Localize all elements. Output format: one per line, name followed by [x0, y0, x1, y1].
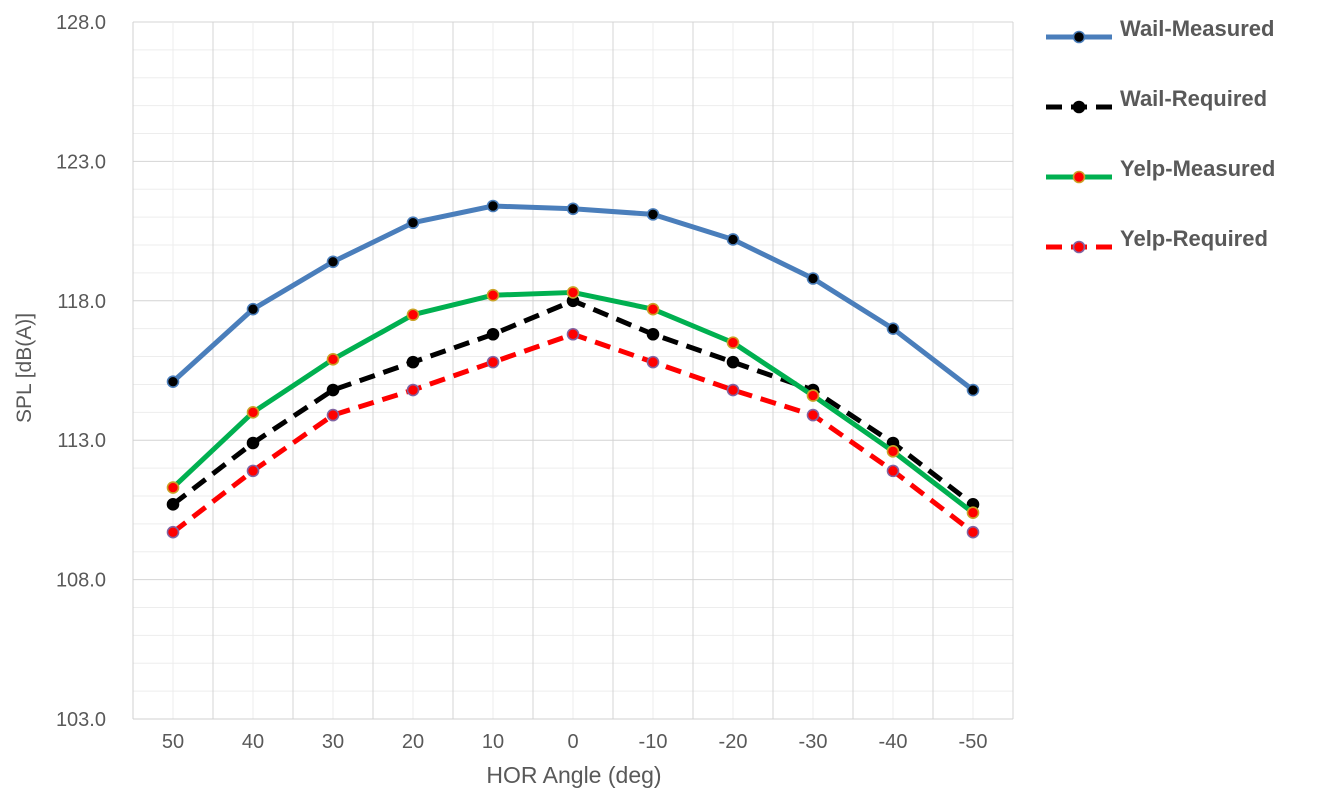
- y-tick-label: 123.0: [56, 151, 106, 173]
- x-tick-label: 0: [567, 731, 578, 753]
- legend-label: Yelp-Required: [1120, 226, 1268, 251]
- data-point-yelp-measured: [486, 288, 500, 302]
- data-point-wail-measured: [646, 208, 660, 221]
- series-layer: [166, 199, 980, 539]
- series-wail-measured: [166, 199, 980, 397]
- data-point-yelp-required: [806, 408, 820, 422]
- legend-label: Yelp-Measured: [1120, 156, 1275, 181]
- data-point-yelp-measured: [886, 445, 900, 458]
- legend: Wail-Measured Wail-Required Yelp-Measured Y…: [1046, 16, 1275, 254]
- data-point-yelp-required: [486, 355, 500, 369]
- x-tick-label: 10: [482, 731, 504, 753]
- data-point-yelp-required: [966, 525, 980, 539]
- data-point-wail-required: [486, 327, 500, 341]
- data-point-wail-measured: [566, 202, 580, 216]
- data-point-yelp-measured: [966, 506, 980, 519]
- data-point-wail-measured: [246, 302, 260, 316]
- x-tick-label: -50: [959, 731, 988, 753]
- y-tick-label: 128.0: [56, 12, 106, 34]
- data-point-yelp-required: [646, 355, 660, 369]
- x-tick-label: -20: [719, 731, 748, 753]
- data-point-yelp-required: [166, 525, 180, 539]
- legend-label: Wail-Required: [1120, 86, 1267, 111]
- data-point-wail-measured: [486, 199, 500, 213]
- legend-item-yelp-measured: Yelp-Measured: [1046, 156, 1275, 184]
- x-tick-label: 30: [322, 731, 344, 753]
- y-tick-label: 108.0: [56, 570, 106, 592]
- x-tick-label: -30: [799, 731, 828, 753]
- data-point-wail-measured: [166, 375, 180, 388]
- data-point-yelp-required: [246, 464, 260, 478]
- y-axis-label: SPL [dB(A)]: [13, 313, 36, 423]
- y-tick-label: 113.0: [57, 430, 106, 452]
- data-point-wail-required: [646, 327, 660, 341]
- tick-labels: 50 40 30 20 10 0 -10 -20 -30 -40 -50 103.0 108.0 113.…: [56, 12, 988, 753]
- data-point-wail-required: [726, 355, 740, 369]
- data-point-yelp-required: [726, 383, 740, 397]
- legend-swatch-marker: [1072, 240, 1086, 254]
- data-point-wail-required: [326, 383, 340, 397]
- data-point-yelp-measured: [726, 336, 740, 349]
- data-point-wail-required: [246, 436, 260, 450]
- data-point-yelp-measured: [646, 302, 660, 316]
- x-axis-label: HOR Angle (deg): [486, 762, 661, 788]
- legend-item-wail-measured: Wail-Measured: [1046, 16, 1274, 44]
- data-point-yelp-required: [406, 383, 420, 397]
- data-point-yelp-measured: [326, 353, 340, 366]
- series-yelp-measured: [166, 286, 980, 519]
- x-tick-label: -40: [879, 731, 908, 753]
- data-point-wail-measured: [726, 233, 740, 246]
- legend-swatch-marker: [1072, 100, 1086, 114]
- data-point-yelp-required: [886, 464, 900, 478]
- series-yelp-required: [166, 327, 980, 539]
- data-point-wail-measured: [966, 383, 980, 397]
- legend-swatch-marker: [1072, 170, 1086, 184]
- data-point-wail-measured: [806, 272, 820, 285]
- y-tick-label: 118.0: [57, 291, 106, 313]
- x-tick-label: 40: [242, 731, 264, 753]
- data-point-wail-measured: [886, 322, 900, 335]
- x-tick-label: 50: [162, 731, 184, 753]
- data-point-yelp-required: [326, 408, 340, 422]
- legend-swatch-marker: [1072, 30, 1086, 44]
- data-point-wail-required: [406, 355, 420, 369]
- data-point-wail-required: [166, 498, 180, 511]
- data-point-yelp-measured: [566, 286, 580, 299]
- data-point-yelp-measured: [166, 481, 180, 494]
- legend-item-yelp-required: Yelp-Required: [1046, 226, 1268, 254]
- data-point-yelp-measured: [246, 406, 260, 419]
- x-tick-label: -10: [639, 731, 668, 753]
- legend-item-wail-required: Wail-Required: [1046, 86, 1267, 114]
- x-tick-label: 20: [402, 731, 424, 753]
- data-point-wail-measured: [326, 255, 340, 269]
- data-point-yelp-measured: [406, 308, 420, 322]
- data-point-yelp-measured: [806, 389, 820, 402]
- data-point-wail-measured: [406, 216, 420, 230]
- grid: [132, 21, 1014, 720]
- legend-label: Wail-Measured: [1120, 16, 1274, 41]
- data-point-yelp-required: [566, 327, 580, 341]
- y-tick-label: 103.0: [56, 709, 106, 731]
